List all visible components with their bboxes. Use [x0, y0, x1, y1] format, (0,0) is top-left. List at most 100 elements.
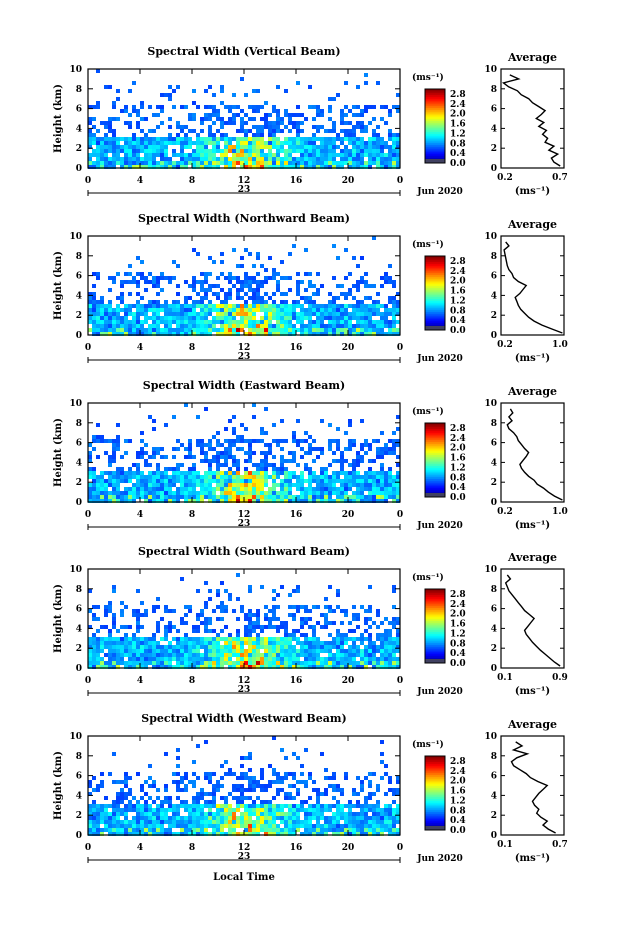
heatmap-cell	[344, 431, 348, 435]
heatmap-cell	[312, 459, 316, 463]
heatmap-cell	[164, 328, 168, 332]
heatmap-cell	[256, 153, 260, 157]
heatmap-cell	[248, 824, 252, 828]
heatmap-cell	[280, 665, 284, 669]
heatmap-cell	[304, 808, 308, 812]
avg-x-axis-label: (ms⁻¹)	[515, 353, 550, 364]
heatmap-cell	[352, 316, 356, 320]
heatmap-cell	[348, 324, 352, 328]
heatmap-cell	[260, 105, 264, 109]
heatmap-cell	[372, 308, 376, 312]
heatmap-cell	[132, 312, 136, 316]
heatmap-cell	[144, 800, 148, 804]
heatmap-cell	[160, 487, 164, 491]
heatmap-cell	[144, 495, 148, 499]
heatmap-cell	[316, 292, 320, 296]
heatmap-cell	[356, 312, 360, 316]
heatmap-cell	[172, 637, 176, 641]
heatmap-cell	[108, 149, 112, 153]
avg-y-tick-label: 4	[491, 291, 497, 301]
heatmap-cell	[216, 113, 220, 117]
heatmap-cell	[392, 800, 396, 804]
heatmap-cell	[396, 141, 400, 145]
heatmap-cell	[104, 808, 108, 812]
heatmap-cell	[312, 141, 316, 145]
heatmap-cell	[108, 157, 112, 161]
heatmap-cell	[156, 308, 160, 312]
heatmap-cell	[288, 772, 292, 776]
heatmap-cell	[328, 423, 332, 427]
heatmap-cell	[364, 621, 368, 625]
heatmap-cell	[380, 153, 384, 157]
heatmap-cell	[188, 820, 192, 824]
heatmap-cell	[276, 328, 280, 332]
heatmap-cell	[376, 487, 380, 491]
heatmap-cell	[204, 483, 208, 487]
heatmap-cell	[128, 645, 132, 649]
heatmap-cell	[136, 300, 140, 304]
heatmap-cell	[168, 117, 172, 121]
heatmap-cell	[352, 832, 356, 836]
heatmap-cell	[140, 784, 144, 788]
heatmap-cell	[156, 467, 160, 471]
heatmap-cell	[304, 316, 308, 320]
heatmap-cell	[108, 637, 112, 641]
heatmap-cell	[200, 121, 204, 125]
heatmap-cell	[340, 828, 344, 832]
heatmap-cell	[296, 495, 300, 499]
heatmap-cell	[344, 145, 348, 149]
heatmap-cell	[396, 137, 400, 141]
heatmap-cell	[124, 792, 128, 796]
heatmap-cell	[296, 653, 300, 657]
heatmap-cell	[160, 475, 164, 479]
heatmap-cell	[256, 633, 260, 637]
heatmap-cell	[116, 312, 120, 316]
heatmap-cell	[260, 483, 264, 487]
heatmap-cell	[168, 161, 172, 165]
heatmap-cell	[324, 665, 328, 669]
heatmap-cell	[380, 312, 384, 316]
heatmap-cell	[152, 324, 156, 328]
heatmap-cell	[344, 637, 348, 641]
heatmap-cell	[244, 665, 248, 669]
heatmap-cell	[192, 149, 196, 153]
heatmap-cell	[136, 495, 140, 499]
heatmap-cell	[316, 792, 320, 796]
heatmap-cell	[236, 280, 240, 284]
heatmap-cell	[88, 609, 92, 613]
heatmap-cell	[128, 312, 132, 316]
heatmap-cell	[192, 637, 196, 641]
heatmap-cell	[96, 141, 100, 145]
heatmap-cell	[348, 487, 352, 491]
colorbar-swatch	[425, 101, 445, 105]
heatmap-cell	[88, 780, 92, 784]
heatmap-cell	[148, 649, 152, 653]
heatmap-cell	[148, 824, 152, 828]
heatmap-cell	[380, 495, 384, 499]
avg-x-axis-label: (ms⁻¹)	[515, 520, 550, 531]
heatmap-cell	[128, 149, 132, 153]
heatmap-cell	[268, 125, 272, 129]
heatmap-cell	[244, 324, 248, 328]
colorbar-swatch	[425, 601, 445, 605]
heatmap-cell	[240, 800, 244, 804]
heatmap-cell	[144, 649, 148, 653]
heatmap-cell	[392, 499, 396, 503]
heatmap-cell	[224, 812, 228, 816]
heatmap-cell	[264, 784, 268, 788]
heatmap-cell	[224, 487, 228, 491]
heatmap-cell	[388, 153, 392, 157]
heatmap-cell	[372, 149, 376, 153]
heatmap-cell	[308, 443, 312, 447]
average-title: Average	[507, 385, 557, 398]
heatmap-cell	[88, 471, 92, 475]
heatmap-cell	[104, 653, 108, 657]
heatmap-cell	[172, 491, 176, 495]
heatmap-cell	[260, 784, 264, 788]
colorbar-swatch	[425, 635, 445, 638]
heatmap-cell	[216, 780, 220, 784]
heatmap-cell	[88, 312, 92, 316]
average-title: Average	[507, 718, 557, 731]
heatmap-cell	[208, 137, 212, 141]
heatmap-cell	[196, 649, 200, 653]
